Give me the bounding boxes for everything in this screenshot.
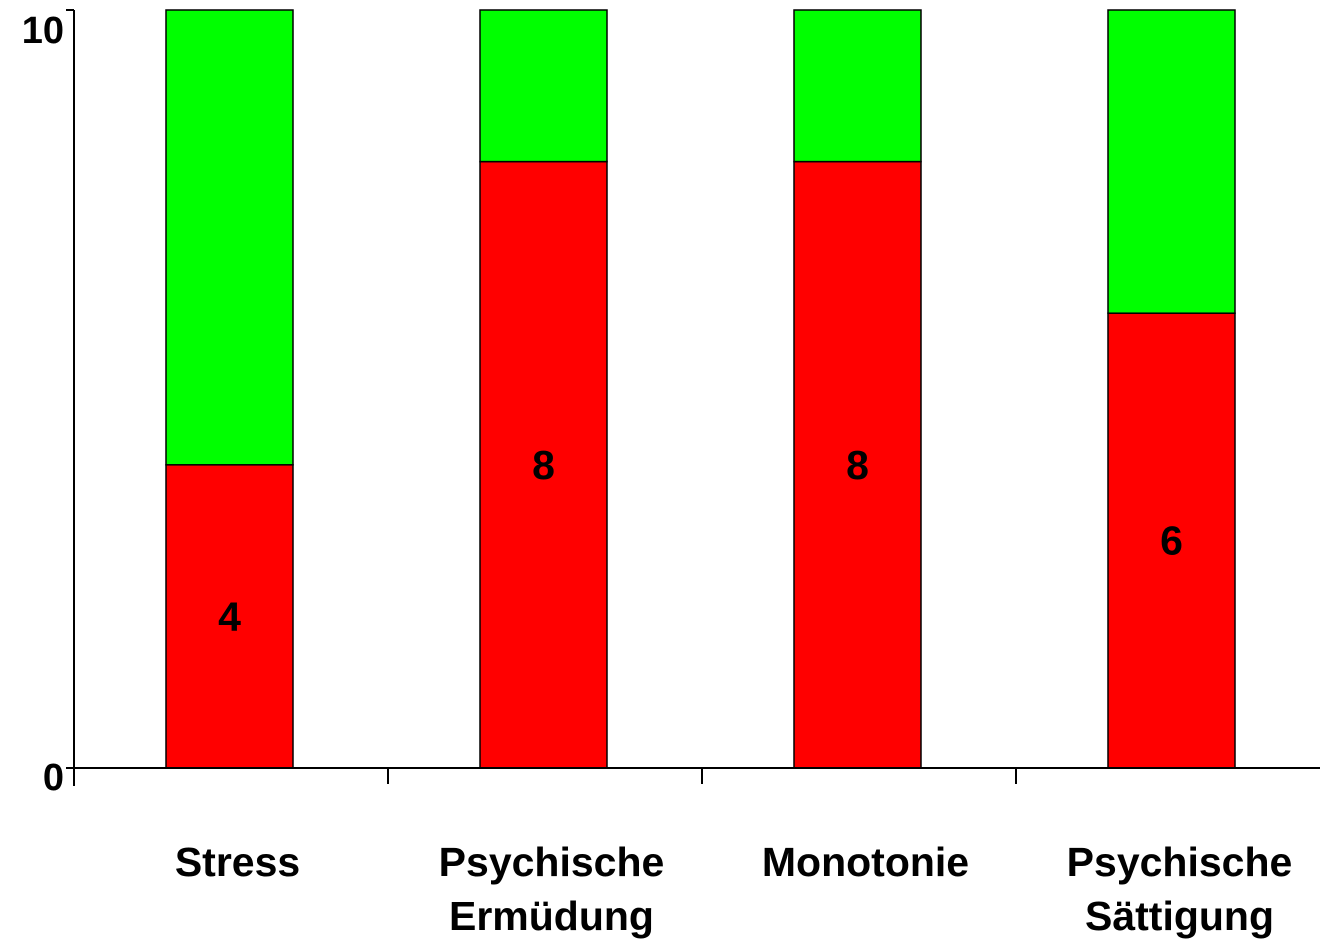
data-label-3: 8	[846, 442, 869, 488]
data-label-4: 6	[1160, 518, 1183, 564]
x-ticks-group	[387, 768, 1017, 784]
y-tick-label-max: 10	[22, 10, 64, 52]
category-labels-group: Stress Psychische Ermüdung Monotonie Psychis…	[175, 839, 1293, 939]
category-label-2-line-1: Psychische	[439, 839, 665, 885]
bar-green-3	[793, 9, 922, 163]
bars-group	[165, 9, 1236, 769]
y-tick-label-min: 0	[43, 757, 64, 799]
bar-green-2	[479, 9, 608, 163]
data-labels-group: 4 8 8 6	[218, 442, 1183, 640]
bar-red-1	[165, 464, 294, 769]
category-label-2-line-2: Ermüdung	[449, 893, 654, 939]
bar-red-2	[479, 160, 608, 769]
bar-green-4	[1107, 9, 1236, 314]
data-label-2: 8	[532, 442, 555, 488]
bar-red-4	[1107, 312, 1236, 769]
data-label-1: 4	[218, 593, 241, 639]
axes-group: 10 0	[22, 9, 1320, 799]
bar-green-1	[165, 9, 294, 466]
category-label-4-line-2: Sättigung	[1085, 893, 1274, 939]
category-label-1-line-1: Stress	[175, 839, 300, 885]
category-label-3-line-1: Monotonie	[762, 839, 969, 885]
category-label-4-line-1: Psychische	[1067, 839, 1293, 885]
